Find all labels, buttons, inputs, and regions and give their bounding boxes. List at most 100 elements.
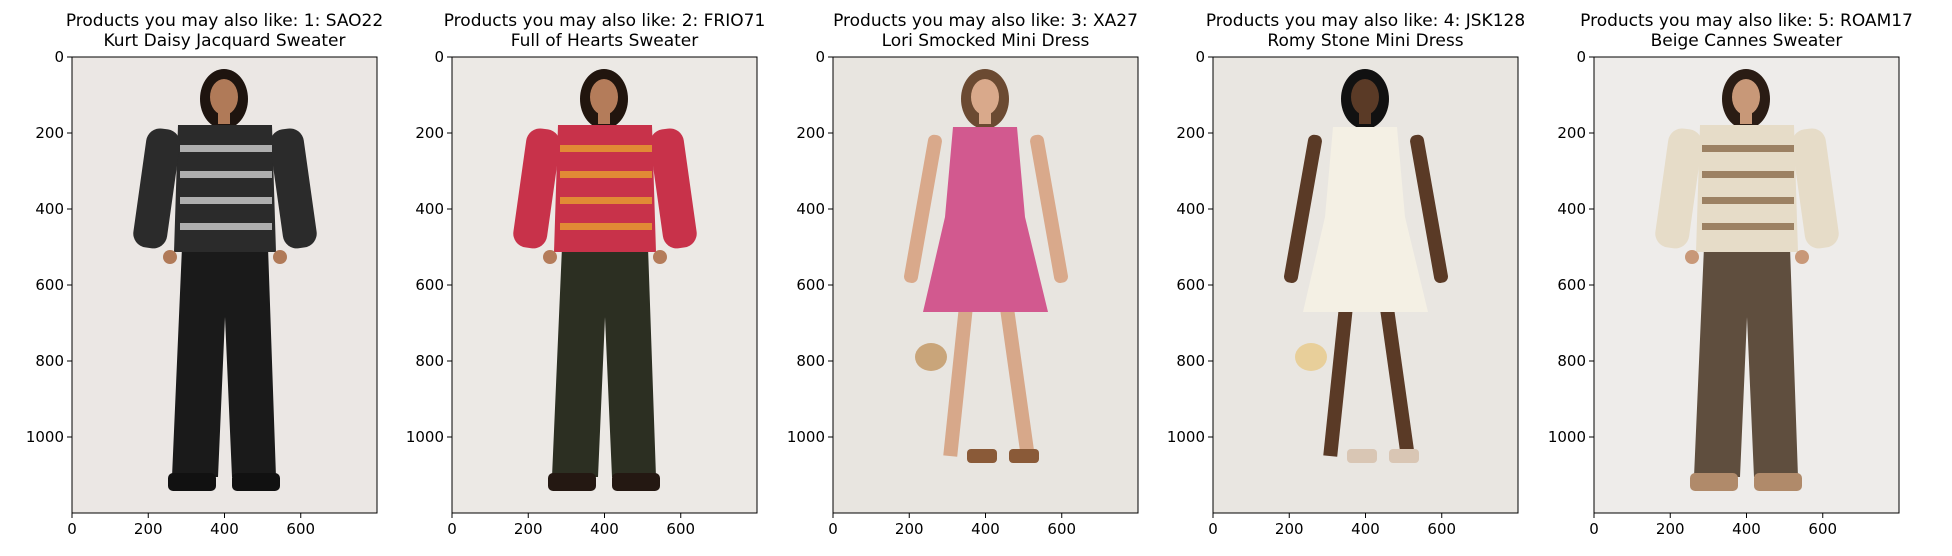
leg-right-shape: [997, 286, 1035, 457]
face-shape: [1351, 79, 1379, 115]
y-tick-label: 400: [796, 200, 825, 218]
x-tick-label: 600: [1427, 520, 1456, 538]
product-photo: [1284, 69, 1448, 463]
subplot-title-line2: Kurt Daisy Jacquard Sweater: [103, 31, 345, 51]
y-tick-label: 400: [1557, 200, 1586, 218]
y-tick-label: 200: [796, 124, 825, 142]
subplot-1: Products you may also like: 1: SAO22Kurt…: [26, 11, 383, 538]
subplot-title-line2: Beige Cannes Sweater: [1651, 31, 1843, 51]
pattern-band-shape: [180, 223, 272, 230]
face-shape: [971, 79, 999, 115]
hand-right-shape: [1795, 250, 1809, 264]
sleeve-left-shape: [513, 128, 561, 249]
arm-right-shape: [1030, 134, 1068, 283]
y-tick-label: 1000: [787, 428, 825, 446]
leg-right-shape: [1377, 286, 1415, 457]
pattern-band-shape: [560, 145, 652, 152]
x-tick-label: 400: [210, 520, 239, 538]
trousers-shape: [172, 247, 276, 477]
sleeve-right-shape: [269, 128, 317, 249]
pattern-band-shape: [560, 223, 652, 230]
y-tick-label: 200: [1557, 124, 1586, 142]
y-tick-label: 600: [1176, 276, 1205, 294]
y-tick-label: 0: [1576, 48, 1586, 66]
subplot-title-line2: Full of Hearts Sweater: [511, 31, 699, 51]
subplot-title-line2: Romy Stone Mini Dress: [1267, 31, 1463, 51]
x-tick-label: 0: [1208, 520, 1218, 538]
y-tick-label: 600: [35, 276, 64, 294]
pattern-band-shape: [560, 197, 652, 204]
leg-left-shape: [943, 286, 975, 457]
bag-shape: [1295, 343, 1327, 371]
x-tick-label: 200: [134, 520, 163, 538]
y-tick-label: 800: [1176, 352, 1205, 370]
hand-left-shape: [543, 250, 557, 264]
sweater-shape: [554, 125, 656, 252]
x-tick-label: 200: [1656, 520, 1685, 538]
sweater-shape: [174, 125, 276, 252]
pattern-band-shape: [1702, 171, 1794, 178]
shoe-right-shape: [612, 473, 660, 491]
y-tick-label: 200: [1176, 124, 1205, 142]
y-tick-label: 800: [796, 352, 825, 370]
pattern-band-shape: [1702, 197, 1794, 204]
sleeve-right-shape: [649, 128, 697, 249]
hand-right-shape: [273, 250, 287, 264]
y-tick-label: 0: [434, 48, 444, 66]
leg-left-shape: [1323, 286, 1355, 457]
pattern-band-shape: [1702, 145, 1794, 152]
x-tick-label: 600: [1808, 520, 1837, 538]
y-tick-label: 600: [796, 276, 825, 294]
sleeve-left-shape: [133, 128, 181, 249]
subplot-title-line1: Products you may also like: 5: ROAM17: [1580, 11, 1913, 31]
subplot-title-line1: Products you may also like: 3: XA27: [833, 11, 1138, 31]
bag-shape: [915, 343, 947, 371]
x-tick-label: 600: [1047, 520, 1076, 538]
y-tick-label: 0: [1195, 48, 1205, 66]
arm-left-shape: [1284, 134, 1322, 283]
face-shape: [590, 79, 618, 115]
shoe-left-shape: [548, 473, 596, 491]
subplot-title-line1: Products you may also like: 1: SAO22: [66, 11, 383, 31]
neck-shape: [598, 112, 610, 124]
dress-shape: [923, 127, 1048, 312]
x-tick-label: 400: [590, 520, 619, 538]
product-photo: [904, 69, 1068, 463]
y-tick-label: 0: [815, 48, 825, 66]
x-tick-label: 400: [1732, 520, 1761, 538]
x-tick-label: 0: [447, 520, 457, 538]
x-tick-label: 600: [666, 520, 695, 538]
y-tick-label: 400: [35, 200, 64, 218]
subplot-title-line1: Products you may also like: 2: FRIO71: [444, 11, 766, 31]
y-tick-label: 600: [1557, 276, 1586, 294]
y-tick-label: 1000: [26, 428, 64, 446]
y-tick-label: 200: [35, 124, 64, 142]
pattern-band-shape: [180, 145, 272, 152]
neck-shape: [1359, 112, 1371, 124]
x-tick-label: 200: [895, 520, 924, 538]
shoe-right-shape: [232, 473, 280, 491]
trousers-shape: [552, 247, 656, 477]
x-tick-label: 400: [971, 520, 1000, 538]
y-tick-label: 800: [415, 352, 444, 370]
shoe-right-shape: [1389, 449, 1419, 463]
shoe-right-shape: [1009, 449, 1039, 463]
subplot-title-line1: Products you may also like: 4: JSK128: [1206, 11, 1525, 31]
y-tick-label: 400: [1176, 200, 1205, 218]
pattern-band-shape: [180, 197, 272, 204]
y-tick-label: 800: [1557, 352, 1586, 370]
y-tick-label: 1000: [406, 428, 444, 446]
shoe-left-shape: [168, 473, 216, 491]
y-tick-label: 200: [415, 124, 444, 142]
subplot-4: Products you may also like: 4: JSK128Rom…: [1167, 11, 1525, 538]
arm-right-shape: [1410, 134, 1448, 283]
y-tick-label: 1000: [1167, 428, 1205, 446]
shoe-left-shape: [1690, 473, 1738, 491]
face-shape: [1732, 79, 1760, 115]
y-tick-label: 1000: [1548, 428, 1586, 446]
hand-left-shape: [1685, 250, 1699, 264]
pattern-band-shape: [180, 171, 272, 178]
arm-left-shape: [904, 134, 942, 283]
subplot-title-line2: Lori Smocked Mini Dress: [882, 31, 1090, 51]
